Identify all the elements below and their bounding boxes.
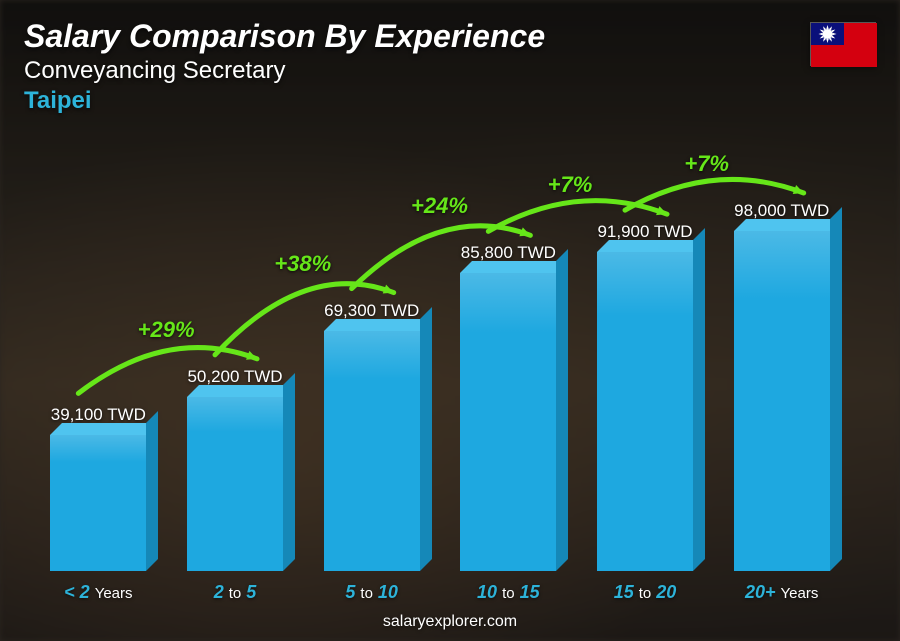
increment-label: +7% xyxy=(548,172,593,198)
increment-label: +24% xyxy=(411,193,468,219)
bar xyxy=(324,331,420,571)
bar-group: 91,900 TWD15 to 20 xyxy=(577,130,714,571)
page-subtitle: Conveyancing Secretary xyxy=(24,57,545,85)
bar-group: 98,000 TWD20+ Years xyxy=(713,130,850,571)
bar xyxy=(597,252,693,571)
bar-value-label: 50,200 TWD xyxy=(187,367,282,387)
x-axis-label: 2 to 5 xyxy=(214,582,257,603)
x-axis-label: 5 to 10 xyxy=(345,582,398,603)
bar-group: 39,100 TWD< 2 Years xyxy=(30,130,167,571)
bar-group: 50,200 TWD2 to 5 xyxy=(167,130,304,571)
chart-container: Salary Comparison By Experience Conveyan… xyxy=(0,0,900,641)
x-axis-label: < 2 Years xyxy=(64,582,132,603)
increment-label: +7% xyxy=(684,151,729,177)
bar xyxy=(187,397,283,571)
location-label: Taipei xyxy=(24,87,545,115)
flag-icon xyxy=(810,22,876,66)
page-title: Salary Comparison By Experience xyxy=(24,18,545,55)
x-axis-label: 15 to 20 xyxy=(614,582,677,603)
header-block: Salary Comparison By Experience Conveyan… xyxy=(24,18,545,115)
bar-chart: 39,100 TWD< 2 Years50,200 TWD2 to 5 69,30… xyxy=(30,130,850,571)
bar-value-label: 98,000 TWD xyxy=(734,201,829,221)
bar xyxy=(460,273,556,571)
footer-credit: salaryexplorer.com xyxy=(0,613,900,631)
increment-label: +29% xyxy=(138,317,195,343)
bar xyxy=(50,435,146,571)
x-axis-label: 10 to 15 xyxy=(477,582,540,603)
bar xyxy=(734,231,830,571)
x-axis-label: 20+ Years xyxy=(745,582,818,603)
bar-value-label: 69,300 TWD xyxy=(324,301,419,321)
increment-label: +38% xyxy=(274,251,331,277)
